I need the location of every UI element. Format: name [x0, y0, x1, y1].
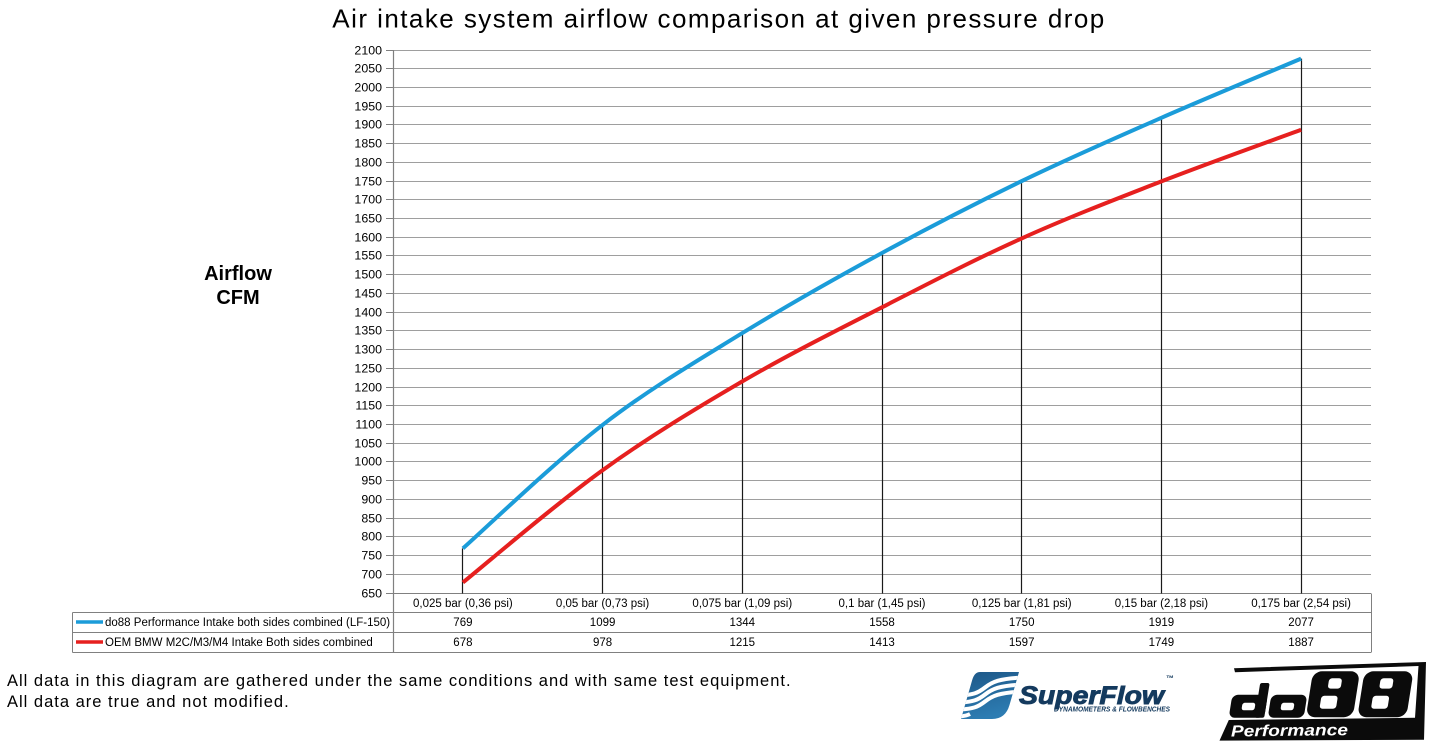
svg-text:1215: 1215 — [730, 637, 756, 649]
svg-text:2050: 2050 — [354, 62, 382, 76]
svg-text:678: 678 — [453, 637, 472, 649]
svg-text:0,075 bar (1,09 psi): 0,075 bar (1,09 psi) — [692, 598, 792, 610]
svg-text:1350: 1350 — [354, 324, 382, 338]
svg-text:1887: 1887 — [1288, 637, 1314, 649]
svg-text:2100: 2100 — [354, 44, 382, 58]
svg-text:™: ™ — [1166, 674, 1174, 683]
svg-text:850: 850 — [361, 512, 382, 526]
svg-text:1850: 1850 — [354, 137, 382, 151]
svg-text:769: 769 — [453, 617, 472, 629]
svg-text:1800: 1800 — [354, 156, 382, 170]
svg-text:1600: 1600 — [354, 231, 382, 245]
svg-text:1099: 1099 — [590, 617, 616, 629]
svg-text:1597: 1597 — [1009, 637, 1035, 649]
svg-text:650: 650 — [361, 587, 382, 601]
svg-text:2000: 2000 — [354, 81, 382, 95]
svg-text:750: 750 — [361, 549, 382, 563]
svg-text:2077: 2077 — [1288, 617, 1314, 629]
svg-text:CFM: CFM — [216, 287, 259, 309]
svg-text:0,15 bar (2,18 psi): 0,15 bar (2,18 psi) — [1115, 598, 1209, 610]
svg-text:1919: 1919 — [1149, 617, 1175, 629]
svg-text:1300: 1300 — [354, 343, 382, 357]
svg-text:0,125 bar (1,81 psi): 0,125 bar (1,81 psi) — [972, 598, 1072, 610]
svg-text:1950: 1950 — [354, 100, 382, 114]
svg-text:1200: 1200 — [354, 381, 382, 395]
svg-text:1000: 1000 — [354, 455, 382, 469]
svg-text:1650: 1650 — [354, 212, 382, 226]
svg-text:OEM BMW M2C/M3/M4 Intake Both: OEM BMW M2C/M3/M4 Intake Both sides comb… — [105, 637, 373, 649]
svg-text:700: 700 — [361, 568, 382, 582]
svg-text:DYNAMOMETERS & FLOWBENCHES: DYNAMOMETERS & FLOWBENCHES — [1054, 707, 1170, 714]
svg-text:1550: 1550 — [354, 249, 382, 263]
svg-text:1749: 1749 — [1149, 637, 1175, 649]
svg-text:1250: 1250 — [354, 362, 382, 376]
svg-text:0,1 bar (1,45 psi): 0,1 bar (1,45 psi) — [839, 598, 926, 610]
svg-text:1344: 1344 — [730, 617, 756, 629]
svg-text:All data are true and not modi: All data are true and not modified. — [7, 693, 290, 711]
svg-text:SuperFlow: SuperFlow — [1019, 682, 1166, 710]
svg-text:900: 900 — [361, 493, 382, 507]
svg-text:1050: 1050 — [354, 437, 382, 451]
svg-text:1413: 1413 — [869, 637, 895, 649]
svg-text:1900: 1900 — [354, 118, 382, 132]
svg-text:1558: 1558 — [869, 617, 895, 629]
svg-text:0,175 bar (2,54 psi): 0,175 bar (2,54 psi) — [1251, 598, 1351, 610]
svg-text:1500: 1500 — [354, 268, 382, 282]
svg-text:800: 800 — [361, 530, 382, 544]
svg-text:1400: 1400 — [354, 306, 382, 320]
svg-text:Performance: Performance — [1231, 722, 1348, 740]
svg-text:1450: 1450 — [354, 287, 382, 301]
svg-text:do88 Performance Intake both s: do88 Performance Intake both sides combi… — [105, 617, 390, 629]
svg-text:1100: 1100 — [355, 418, 382, 432]
svg-text:0,05 bar (0,73 psi): 0,05 bar (0,73 psi) — [556, 598, 650, 610]
svg-text:1750: 1750 — [354, 175, 382, 189]
svg-text:1150: 1150 — [355, 399, 382, 413]
svg-text:Airflow: Airflow — [204, 263, 272, 285]
svg-text:All data in this diagram are g: All data in this diagram are gathered un… — [7, 672, 792, 690]
svg-text:950: 950 — [361, 474, 382, 488]
svg-text:978: 978 — [593, 637, 612, 649]
svg-text:1750: 1750 — [1009, 617, 1035, 629]
svg-text:Air intake system airflow comp: Air intake system airflow comparison at … — [332, 4, 1105, 34]
svg-text:1700: 1700 — [354, 193, 382, 207]
svg-text:0,025 bar (0,36 psi): 0,025 bar (0,36 psi) — [413, 598, 513, 610]
